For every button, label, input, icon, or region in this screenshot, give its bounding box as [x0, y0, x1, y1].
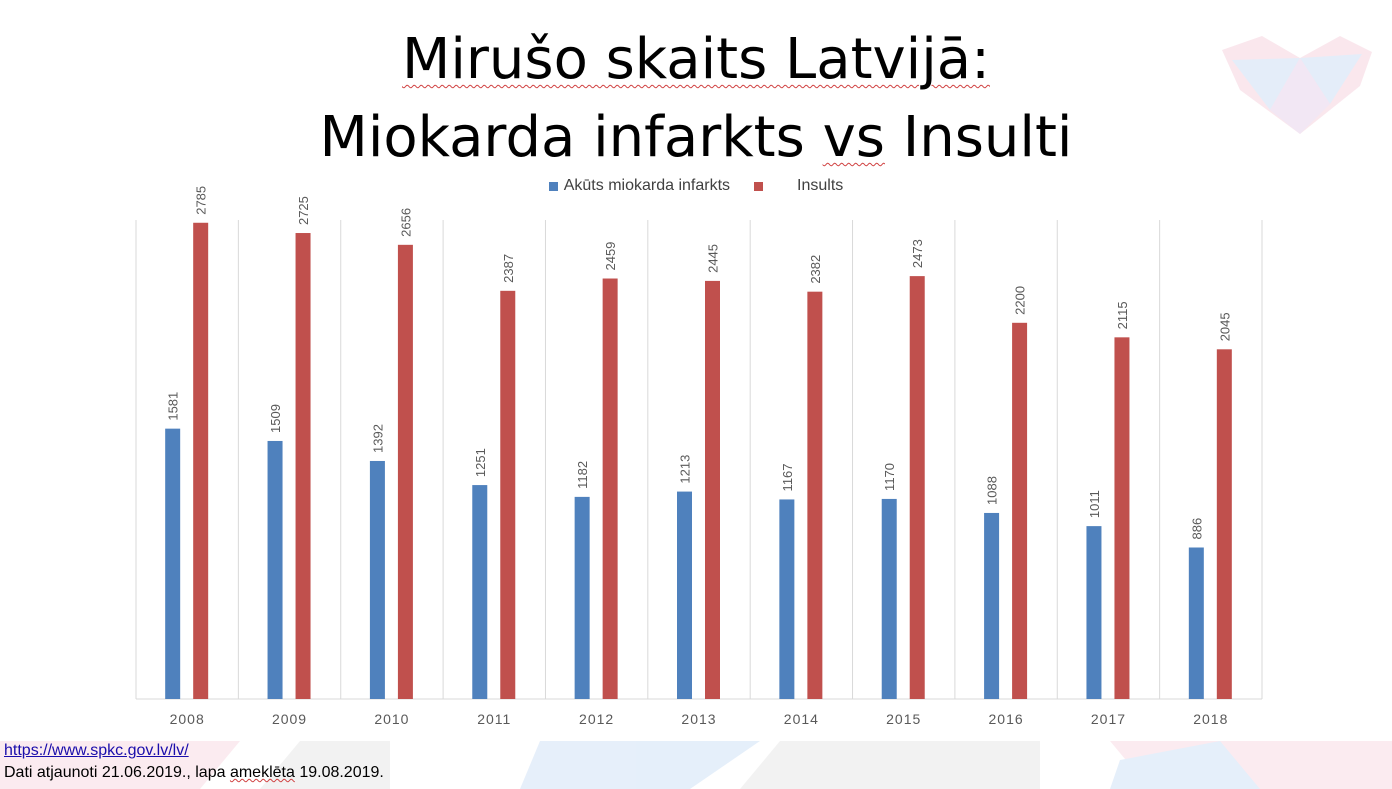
x-tick-label: 2010: [374, 711, 409, 727]
data-label: 2785: [194, 186, 209, 215]
bar-stroke: [193, 222, 209, 699]
x-tick-label: 2018: [1193, 711, 1228, 727]
data-label: 2445: [706, 244, 721, 273]
source-link[interactable]: https://www.spkc.gov.lv/lv/: [4, 742, 189, 759]
x-tick-label: 2016: [989, 711, 1024, 727]
legend-swatch-red: [754, 181, 764, 191]
bar-infarct: [984, 512, 1000, 699]
data-label: 1011: [1087, 490, 1102, 518]
data-label: 1509: [268, 404, 283, 433]
bar-stroke: [1012, 322, 1028, 699]
bar-infarct: [165, 428, 181, 699]
x-tick-label: 2012: [579, 711, 614, 727]
slide-title-line2: Miokarda infarkts vs Insulti: [0, 100, 1392, 176]
data-label: 1088: [985, 476, 1000, 505]
bar-stroke: [1114, 337, 1130, 699]
data-label: 2200: [1013, 286, 1028, 315]
data-label: 886: [1189, 518, 1204, 540]
data-label: 2725: [296, 196, 311, 225]
bar-stroke: [909, 276, 925, 699]
legend-item-stroke: Insults: [754, 177, 843, 195]
data-label: 1213: [678, 455, 693, 484]
bar-infarct: [677, 491, 692, 699]
bar-stroke: [602, 278, 618, 699]
data-label: 2387: [501, 254, 516, 283]
bar-infarct: [267, 440, 283, 699]
data-label: 2115: [1115, 301, 1130, 329]
update-note: Dati atjaunoti 21.06.2019., lapa ameklēt…: [4, 764, 384, 782]
bar-infarct: [1188, 547, 1204, 699]
data-label: 1251: [473, 448, 488, 477]
bar-infarct: [369, 460, 385, 699]
bar-infarct: [779, 499, 795, 699]
data-label: 2382: [808, 255, 823, 284]
data-label: 1170: [882, 463, 897, 491]
bar-infarct: [472, 485, 488, 699]
x-tick-label: 2008: [170, 711, 205, 727]
update-note-part: 19.08.2019.: [294, 764, 384, 781]
legend-label: Insults: [797, 177, 844, 194]
title-part: vs: [822, 105, 885, 170]
bar-infarct: [881, 498, 897, 699]
x-tick-label: 2015: [886, 711, 921, 727]
bar-stroke: [807, 291, 823, 699]
data-label: 1581: [166, 392, 181, 421]
chart-legend: Akūts miokarda infarkts Insults: [0, 177, 1392, 195]
data-label: 1392: [370, 424, 385, 453]
x-tick-label: 2011: [477, 711, 511, 727]
title-word: Mirušo skaits Latvijā:: [402, 27, 990, 92]
x-tick-label: 2013: [681, 711, 716, 727]
update-note-part: Dati atjaunoti 21.06.2019., lapa: [4, 764, 230, 781]
bar-infarct: [1086, 526, 1102, 699]
title-part: Miokarda infarkts: [319, 105, 823, 170]
data-label: 1167: [780, 463, 795, 491]
data-label: 1182: [575, 461, 590, 489]
legend-item-infarct: Akūts miokarda infarkts: [548, 177, 731, 195]
legend-swatch-blue: [548, 181, 558, 191]
slide-title-line1: Mirušo skaits Latvijā:: [0, 22, 1392, 98]
x-tick-label: 2014: [784, 711, 819, 727]
data-label: 2045: [1217, 312, 1232, 341]
data-label: 2459: [603, 242, 618, 271]
x-tick-label: 2009: [272, 711, 307, 727]
bar-infarct: [574, 496, 590, 699]
title-part: Insulti: [884, 105, 1073, 170]
bottom-band-decoration: [0, 741, 1392, 789]
bar-stroke: [705, 280, 720, 699]
bar-stroke: [397, 244, 413, 699]
bar-stroke: [500, 290, 516, 699]
x-tick-label: 2017: [1091, 711, 1126, 727]
data-label: 2656: [398, 208, 413, 237]
bar-stroke: [1216, 349, 1232, 699]
legend-label: Akūts miokarda infarkts: [563, 177, 731, 194]
update-note-part: ameklēta: [229, 764, 295, 781]
bar-stroke: [295, 233, 311, 699]
heart-logo-icon: [1222, 36, 1372, 134]
data-label: 2473: [910, 239, 925, 268]
